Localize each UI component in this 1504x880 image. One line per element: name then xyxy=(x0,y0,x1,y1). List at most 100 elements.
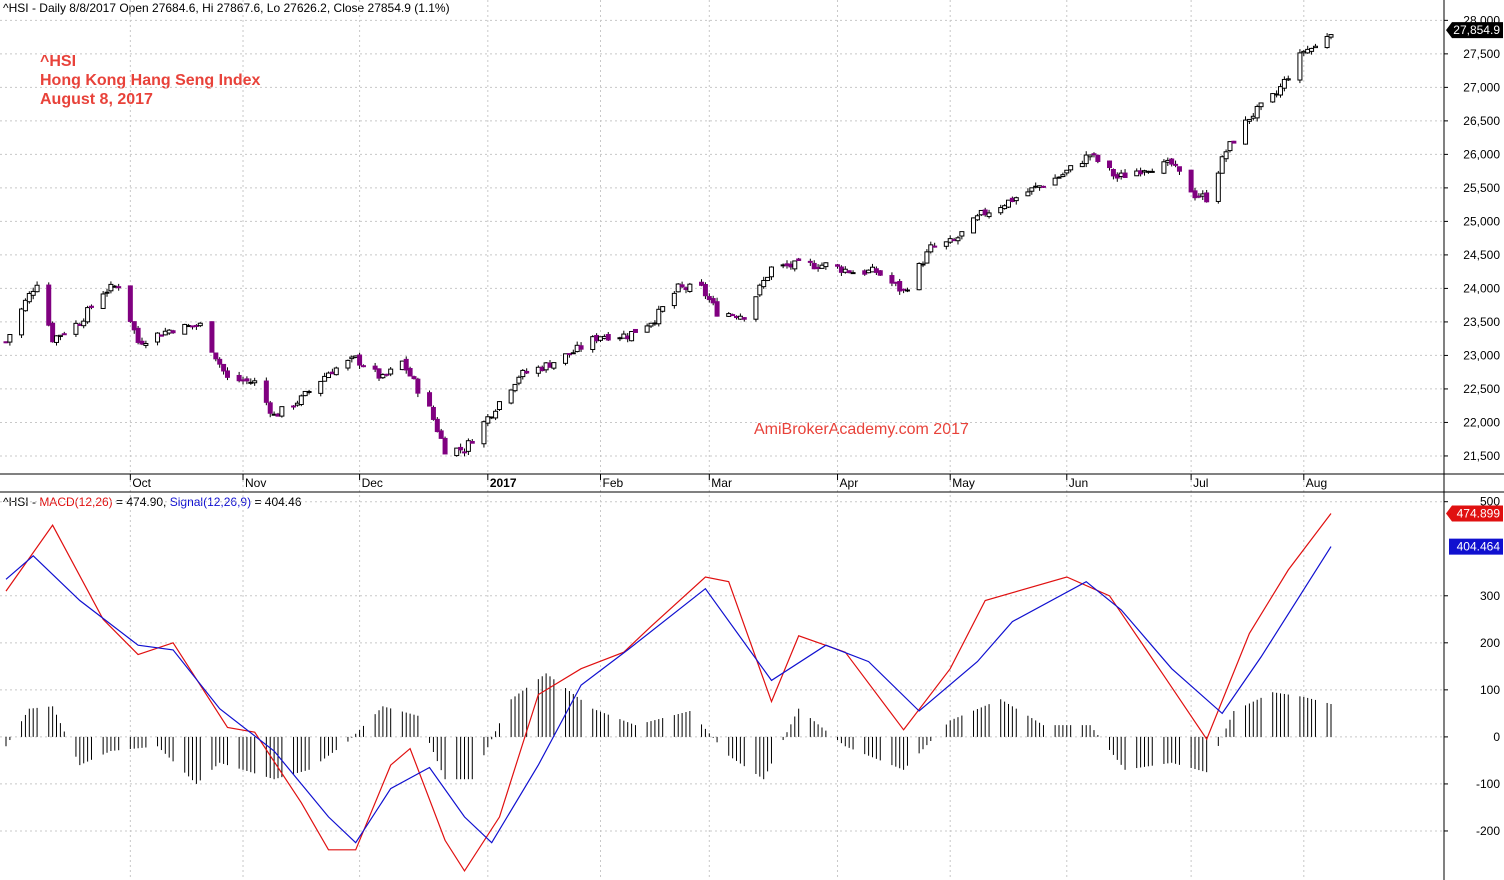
candle-down xyxy=(236,374,242,382)
candle-down xyxy=(434,418,440,433)
candle-down xyxy=(877,270,883,276)
price-badge-text: 27,854.9 xyxy=(1453,23,1500,37)
candle-up xyxy=(753,296,759,320)
candle-up xyxy=(1277,86,1283,96)
month-label: Jul xyxy=(1193,476,1208,490)
candle-up xyxy=(182,323,188,335)
candle-down xyxy=(46,284,52,326)
candle-up xyxy=(563,353,569,364)
price-tick-label: 26,000 xyxy=(1463,147,1500,161)
candle-up xyxy=(765,276,771,282)
candle-down xyxy=(1040,185,1046,188)
candle-down xyxy=(357,354,363,366)
candle-down xyxy=(158,334,164,337)
candle-up xyxy=(485,416,491,424)
candle-up xyxy=(7,334,13,343)
candle-up xyxy=(928,244,934,253)
candle-up xyxy=(454,447,460,457)
signal-badge-text: 404.464 xyxy=(1457,540,1501,554)
candle-up xyxy=(1285,78,1291,81)
candle-down xyxy=(403,358,409,371)
candle-up xyxy=(551,362,557,369)
candle-down xyxy=(605,334,611,341)
candle-up xyxy=(924,251,930,264)
candle-up xyxy=(85,307,91,323)
candle-up xyxy=(306,390,312,393)
candle-up xyxy=(279,406,285,417)
candle-down xyxy=(811,262,817,270)
candle-down xyxy=(170,330,176,334)
month-label: 2017 xyxy=(490,476,517,490)
candle-down xyxy=(469,440,475,444)
price-tick-label: 25,500 xyxy=(1463,181,1500,195)
candle-down xyxy=(1231,140,1237,144)
candle-up xyxy=(768,266,774,278)
candle-down xyxy=(50,322,56,343)
candle-up xyxy=(54,335,60,343)
candle-up xyxy=(496,401,502,410)
candle-up xyxy=(761,279,767,288)
candle-up xyxy=(590,336,596,350)
candle-down xyxy=(213,352,219,360)
candle-up xyxy=(1025,191,1031,197)
candle-down xyxy=(741,317,747,320)
candle-down xyxy=(221,363,227,372)
month-label: Nov xyxy=(245,476,266,490)
candle-up xyxy=(516,376,522,384)
macd-tick-label: -200 xyxy=(1476,824,1500,838)
candle-up xyxy=(850,272,856,275)
candle-up xyxy=(1227,141,1233,152)
candle-up xyxy=(1297,52,1303,81)
candle-down xyxy=(632,328,638,333)
candle-up xyxy=(1083,154,1089,165)
candle-up xyxy=(1324,35,1330,49)
candle-up xyxy=(1312,45,1318,49)
price-tick-label: 27,000 xyxy=(1463,80,1500,94)
candle-down xyxy=(706,296,712,301)
candle-down xyxy=(889,275,895,284)
candle-up xyxy=(1223,151,1229,160)
candle-up xyxy=(322,375,328,382)
candle-up xyxy=(823,262,829,268)
candle-up xyxy=(1005,199,1011,208)
month-label: Jun xyxy=(1069,476,1088,490)
candle-up xyxy=(520,369,526,378)
candle-down xyxy=(714,301,720,317)
candle-up xyxy=(1060,174,1066,178)
price-tick-label: 22,500 xyxy=(1463,382,1500,396)
candle-up xyxy=(252,380,258,384)
candle-down xyxy=(458,446,464,451)
candle-up xyxy=(1219,156,1225,174)
candle-up xyxy=(512,383,518,392)
candle-up xyxy=(1029,187,1035,192)
candle-down xyxy=(846,270,852,274)
macd-badge-text: 474.899 xyxy=(1457,507,1501,521)
candle-up xyxy=(916,262,922,291)
candle-up xyxy=(570,352,576,355)
signal-line xyxy=(5,546,1332,844)
candle-up xyxy=(1064,169,1070,174)
candle-up xyxy=(943,241,949,247)
candle-up xyxy=(388,368,394,375)
candle-down xyxy=(1107,160,1113,169)
month-label: Aug xyxy=(1306,476,1327,490)
candle-down xyxy=(932,245,938,248)
candle-up xyxy=(104,291,110,294)
macd-tick-label: -100 xyxy=(1476,777,1500,791)
candle-down xyxy=(1188,169,1194,193)
candle-up xyxy=(644,325,650,333)
candle-down xyxy=(131,321,137,331)
candle-down xyxy=(209,321,215,353)
candle-up xyxy=(81,320,87,327)
price-tick-label: 27,500 xyxy=(1463,47,1500,61)
candle-down xyxy=(1169,158,1175,165)
candle-up xyxy=(986,212,992,218)
candle-down xyxy=(578,345,584,350)
candle-up xyxy=(660,306,666,312)
macd-badge: 474.899 xyxy=(1446,505,1503,522)
price-grid xyxy=(0,0,1443,878)
candle-up xyxy=(100,293,106,309)
candle-up xyxy=(34,284,40,293)
candle-down xyxy=(372,365,378,370)
candle-down xyxy=(88,305,94,308)
